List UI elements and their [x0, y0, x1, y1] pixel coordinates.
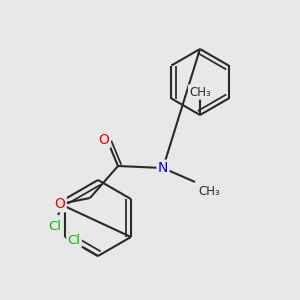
Text: CH₃: CH₃: [198, 185, 220, 198]
Text: O: O: [99, 133, 110, 147]
Text: O: O: [55, 197, 65, 211]
Text: CH₃: CH₃: [189, 85, 211, 98]
Text: Cl: Cl: [49, 220, 62, 233]
Text: N: N: [158, 161, 168, 175]
Text: Cl: Cl: [68, 233, 80, 247]
